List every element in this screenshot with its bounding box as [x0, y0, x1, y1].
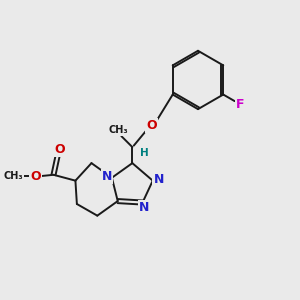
Text: CH₃: CH₃ [108, 125, 128, 135]
Text: N: N [139, 201, 149, 214]
Text: CH₃: CH₃ [4, 171, 23, 181]
Text: O: O [54, 142, 65, 156]
Text: N: N [102, 170, 112, 183]
Text: H: H [140, 148, 149, 158]
Text: N: N [153, 173, 164, 186]
Text: F: F [236, 98, 244, 111]
Text: O: O [30, 170, 41, 183]
Text: O: O [146, 119, 157, 132]
